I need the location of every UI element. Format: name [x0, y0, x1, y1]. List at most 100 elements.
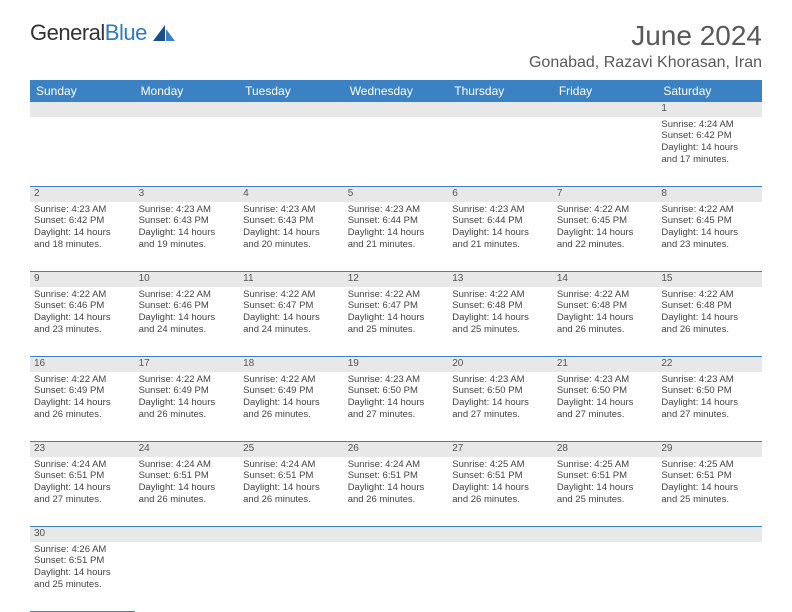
sunrise-line: Sunrise: 4:26 AM [34, 544, 131, 556]
day-number-cell [448, 527, 553, 542]
sunrise-line: Sunrise: 4:23 AM [452, 204, 549, 216]
daylight-line2: and 24 minutes. [243, 324, 340, 336]
daylight-line: Daylight: 14 hours [243, 482, 340, 494]
title-block: June 2024 Gonabad, Razavi Khorasan, Iran [529, 20, 762, 72]
day-number-cell [135, 102, 240, 117]
sunset-line: Sunset: 6:50 PM [452, 385, 549, 397]
day-details-cell: Sunrise: 4:25 AMSunset: 6:51 PMDaylight:… [657, 457, 762, 527]
day-details-cell: Sunrise: 4:24 AMSunset: 6:42 PMDaylight:… [657, 117, 762, 187]
day-details-cell: Sunrise: 4:22 AMSunset: 6:48 PMDaylight:… [657, 287, 762, 357]
daylight-line2: and 23 minutes. [661, 239, 758, 251]
sunrise-line: Sunrise: 4:22 AM [348, 289, 445, 301]
day-number-cell: 2 [30, 187, 135, 202]
day-details-cell: Sunrise: 4:23 AMSunset: 6:50 PMDaylight:… [553, 372, 658, 442]
day-details-cell [135, 117, 240, 187]
day-number-cell [553, 527, 658, 542]
day-number-cell [30, 102, 135, 117]
calendar-table: Sunday Monday Tuesday Wednesday Thursday… [30, 80, 762, 612]
day-number-cell: 22 [657, 357, 762, 372]
daylight-line2: and 18 minutes. [34, 239, 131, 251]
daylight-line2: and 25 minutes. [34, 579, 131, 591]
day-details-cell: Sunrise: 4:24 AMSunset: 6:51 PMDaylight:… [30, 457, 135, 527]
sunset-line: Sunset: 6:51 PM [34, 470, 131, 482]
day-number-cell: 28 [553, 442, 658, 457]
day-number-cell: 24 [135, 442, 240, 457]
daylight-line: Daylight: 14 hours [139, 312, 236, 324]
day-number-cell: 9 [30, 272, 135, 287]
day-number-cell: 11 [239, 272, 344, 287]
day-number-cell [239, 102, 344, 117]
daynum-row: 9101112131415 [30, 272, 762, 287]
day-number-cell: 13 [448, 272, 553, 287]
day-details-cell: Sunrise: 4:25 AMSunset: 6:51 PMDaylight:… [448, 457, 553, 527]
day-number-cell: 27 [448, 442, 553, 457]
day-number-cell: 17 [135, 357, 240, 372]
sunrise-line: Sunrise: 4:22 AM [243, 374, 340, 386]
day-details-cell: Sunrise: 4:22 AMSunset: 6:47 PMDaylight:… [239, 287, 344, 357]
day-details-cell: Sunrise: 4:23 AMSunset: 6:44 PMDaylight:… [448, 202, 553, 272]
day-details-cell [344, 542, 449, 612]
day-details-cell: Sunrise: 4:23 AMSunset: 6:50 PMDaylight:… [448, 372, 553, 442]
sunset-line: Sunset: 6:46 PM [34, 300, 131, 312]
daylight-line2: and 19 minutes. [139, 239, 236, 251]
day-number-cell: 29 [657, 442, 762, 457]
daylight-line2: and 25 minutes. [452, 324, 549, 336]
day-details-cell: Sunrise: 4:22 AMSunset: 6:48 PMDaylight:… [448, 287, 553, 357]
day-details-cell [448, 117, 553, 187]
day-details-cell: Sunrise: 4:22 AMSunset: 6:46 PMDaylight:… [135, 287, 240, 357]
day-number-cell [344, 102, 449, 117]
sunset-line: Sunset: 6:44 PM [452, 215, 549, 227]
day-number-cell: 5 [344, 187, 449, 202]
day-details-cell [239, 542, 344, 612]
daylight-line2: and 26 minutes. [557, 324, 654, 336]
sunset-line: Sunset: 6:45 PM [557, 215, 654, 227]
daylight-line2: and 26 minutes. [243, 494, 340, 506]
day-details-cell: Sunrise: 4:24 AMSunset: 6:51 PMDaylight:… [135, 457, 240, 527]
day-number-cell: 3 [135, 187, 240, 202]
daylight-line: Daylight: 14 hours [139, 482, 236, 494]
sunset-line: Sunset: 6:43 PM [243, 215, 340, 227]
day-details-cell [135, 542, 240, 612]
day-details-cell: Sunrise: 4:23 AMSunset: 6:50 PMDaylight:… [657, 372, 762, 442]
daylight-line2: and 27 minutes. [452, 409, 549, 421]
day-number-cell: 14 [553, 272, 658, 287]
daylight-line: Daylight: 14 hours [557, 397, 654, 409]
sunset-line: Sunset: 6:51 PM [452, 470, 549, 482]
day-details-cell: Sunrise: 4:22 AMSunset: 6:46 PMDaylight:… [30, 287, 135, 357]
day-number-cell: 15 [657, 272, 762, 287]
sunrise-line: Sunrise: 4:24 AM [661, 119, 758, 131]
daylight-line: Daylight: 14 hours [452, 397, 549, 409]
col-saturday: Saturday [657, 80, 762, 102]
logo: GeneralBlue [30, 20, 179, 46]
sunrise-line: Sunrise: 4:23 AM [452, 374, 549, 386]
daylight-line2: and 21 minutes. [452, 239, 549, 251]
sunrise-line: Sunrise: 4:23 AM [661, 374, 758, 386]
sunrise-line: Sunrise: 4:24 AM [34, 459, 131, 471]
day-number-cell: 10 [135, 272, 240, 287]
sunset-line: Sunset: 6:47 PM [348, 300, 445, 312]
daylight-line: Daylight: 14 hours [348, 482, 445, 494]
col-tuesday: Tuesday [239, 80, 344, 102]
day-number-cell: 7 [553, 187, 658, 202]
sunset-line: Sunset: 6:51 PM [661, 470, 758, 482]
day-number-cell: 4 [239, 187, 344, 202]
daylight-line: Daylight: 14 hours [348, 227, 445, 239]
daylight-line2: and 17 minutes. [661, 154, 758, 166]
day-number-cell: 20 [448, 357, 553, 372]
logo-text-blue: Blue [105, 20, 147, 45]
logo-text: GeneralBlue [30, 20, 147, 46]
sunrise-line: Sunrise: 4:22 AM [557, 289, 654, 301]
col-thursday: Thursday [448, 80, 553, 102]
daynum-row: 16171819202122 [30, 357, 762, 372]
sunset-line: Sunset: 6:50 PM [348, 385, 445, 397]
daylight-line2: and 21 minutes. [348, 239, 445, 251]
day-details-cell [657, 542, 762, 612]
daylight-line2: and 26 minutes. [139, 409, 236, 421]
daylight-line: Daylight: 14 hours [34, 227, 131, 239]
daylight-line: Daylight: 14 hours [557, 227, 654, 239]
daylight-line2: and 27 minutes. [348, 409, 445, 421]
day-details-cell: Sunrise: 4:22 AMSunset: 6:48 PMDaylight:… [553, 287, 658, 357]
sunrise-line: Sunrise: 4:25 AM [452, 459, 549, 471]
daylight-line2: and 23 minutes. [34, 324, 131, 336]
day-details-cell: Sunrise: 4:23 AMSunset: 6:43 PMDaylight:… [239, 202, 344, 272]
